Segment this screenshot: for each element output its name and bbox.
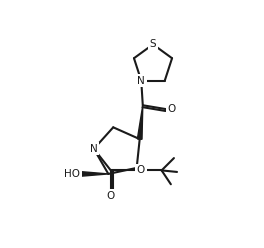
Text: O: O [167, 104, 175, 114]
Polygon shape [81, 172, 108, 176]
Text: O: O [107, 191, 115, 201]
Polygon shape [137, 105, 143, 139]
Text: S: S [150, 39, 156, 49]
Text: O: O [137, 165, 145, 175]
Text: HO: HO [64, 169, 80, 179]
Text: N: N [137, 76, 145, 86]
Text: N: N [90, 144, 98, 154]
